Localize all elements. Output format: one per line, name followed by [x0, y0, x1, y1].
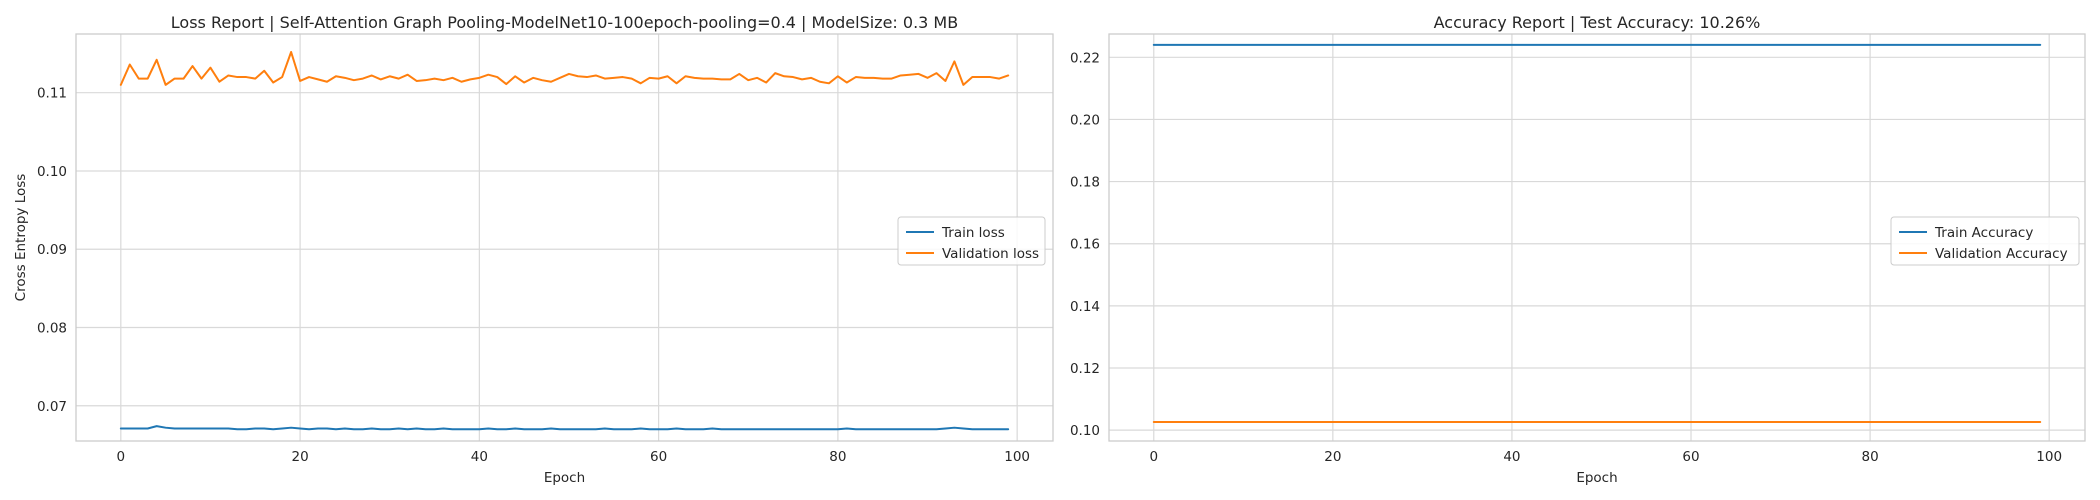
- chart-panel-2: 0 20 40 60 80 100 0.10 0.12 0.14 0.16 0.18 0.20 0.22…: [1070, 13, 2086, 486]
- x-tick-label: 20: [1324, 449, 1341, 465]
- legend-label-1: Train Accuracy: [1934, 225, 2033, 241]
- x-tick-label: 100: [1004, 449, 1030, 465]
- chart-panel-1: 0 20 40 60 80 100 0.07 0.08 0.09 0.10 0.11 Loss Rep…: [13, 13, 1054, 486]
- x-tick-label: 20: [291, 449, 308, 465]
- y-tick-label: 0.20: [1070, 112, 1100, 128]
- x-axis-label: Epoch: [544, 470, 585, 486]
- y-tick-label: 0.09: [37, 242, 67, 258]
- legend-label-2: Validation Accuracy: [1935, 246, 2068, 262]
- legend-label-2: Validation loss: [942, 246, 1039, 262]
- y-tick-label: 0.11: [37, 86, 67, 102]
- series-line-1: [119, 425, 1010, 431]
- x-tick-label: 40: [1503, 449, 1520, 465]
- y-axis-label: Cross Entropy Loss: [13, 174, 29, 302]
- plot-frame: [75, 33, 1054, 442]
- legend-box: [1890, 216, 2080, 266]
- y-tick-label: 0.07: [37, 399, 67, 415]
- x-tick-label: 60: [1682, 449, 1699, 465]
- x-tick-label: 60: [650, 449, 667, 465]
- legend: Train Accuracy Validation Accuracy: [1890, 216, 2080, 266]
- y-tick-label: 0.16: [1070, 237, 1100, 253]
- x-tick-label: 80: [829, 449, 846, 465]
- legend: Train loss Validation loss: [897, 216, 1046, 266]
- x-tick-label: 0: [1149, 449, 1158, 465]
- y-tick-label: 0.08: [37, 321, 67, 337]
- y-tick-label: 0.22: [1070, 50, 1100, 66]
- x-tick-label: 40: [471, 449, 488, 465]
- series-line-2: [119, 51, 1010, 86]
- x-axis-label: Epoch: [1576, 470, 1617, 486]
- y-tick-label: 0.10: [1070, 423, 1100, 439]
- chart-title: Loss Report | Self-Attention Graph Pooli…: [171, 13, 958, 32]
- y-tick-label: 0.18: [1070, 175, 1100, 191]
- y-tick-label: 0.14: [1070, 299, 1100, 315]
- x-tick-label: 100: [2036, 449, 2062, 465]
- chart-title: Accuracy Report | Test Accuracy: 10.26%: [1434, 13, 1761, 32]
- x-tick-label: 0: [117, 449, 126, 465]
- legend-box: [897, 216, 1046, 266]
- plot-frame: [1108, 33, 2086, 442]
- x-tick-label: 80: [1862, 449, 1879, 465]
- y-tick-label: 0.10: [37, 164, 67, 180]
- legend-label-1: Train loss: [941, 225, 1005, 241]
- y-tick-label: 0.12: [1070, 361, 1100, 377]
